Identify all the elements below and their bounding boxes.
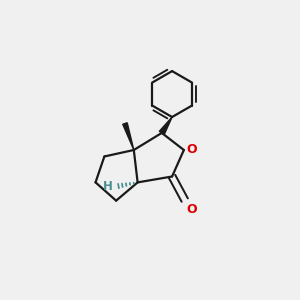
Text: O: O [186,203,197,216]
Polygon shape [159,117,172,134]
Text: O: O [187,143,197,156]
Polygon shape [123,123,134,150]
Text: H: H [103,180,113,193]
